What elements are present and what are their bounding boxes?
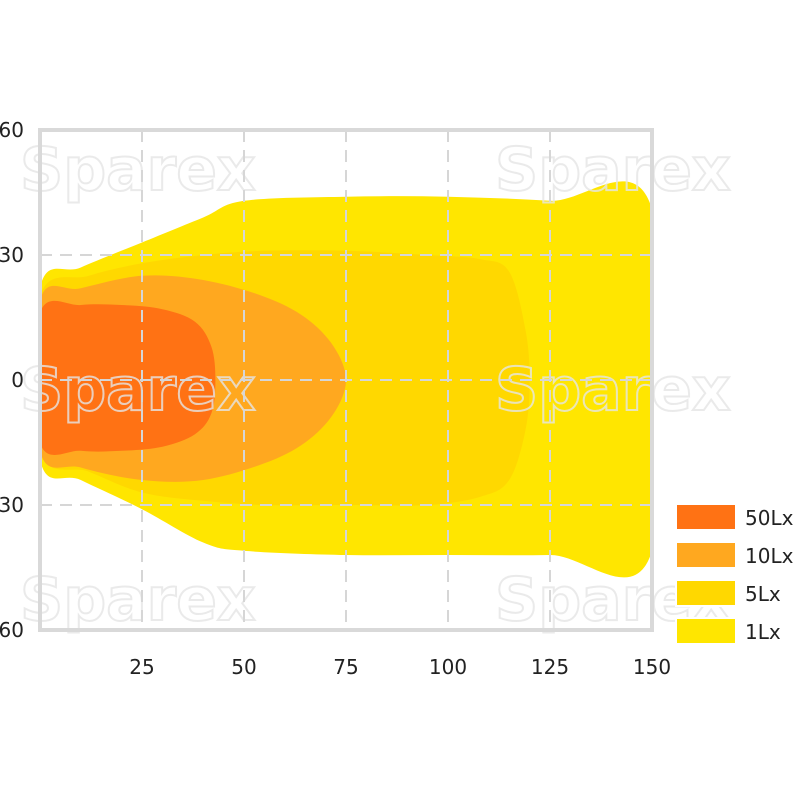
legend: 50Lx 10Lx 5Lx 1Lx [675,503,794,645]
y-tick-label: 30 [0,493,24,517]
legend-label: 10Lx [745,544,794,568]
watermark-text: Sparex [20,135,256,205]
legend-label: 1Lx [745,620,781,644]
x-tick-label: 150 [633,655,671,679]
legend-swatch [675,503,737,531]
legend-label: 5Lx [745,582,781,606]
zone-50lx [40,300,216,455]
legend-swatch [675,541,737,569]
watermark-text: Sparex [20,565,256,635]
y-tick-label: 60 [0,618,24,642]
watermark-text: Sparex [20,355,256,425]
legend-swatch [675,617,737,645]
x-tick-label: 50 [231,655,256,679]
x-tick-label: 25 [129,655,154,679]
y-axis: 60 30 0 30 60 [0,118,24,642]
y-tick-label: 60 [0,118,24,142]
y-tick-label: 0 [11,368,24,392]
isolux-zones [40,181,652,578]
watermark-text: Sparex [495,135,731,205]
x-tick-label: 75 [333,655,358,679]
legend-label: 50Lx [745,506,794,530]
plot-frame [38,128,654,632]
y-tick-label: 30 [0,243,24,267]
x-tick-label: 125 [531,655,569,679]
x-axis: 25 50 75 100 125 150 [129,655,671,679]
legend-swatch [675,579,737,607]
x-tick-label: 100 [429,655,467,679]
gridlines [40,130,652,630]
watermark-text: Sparex [495,355,731,425]
